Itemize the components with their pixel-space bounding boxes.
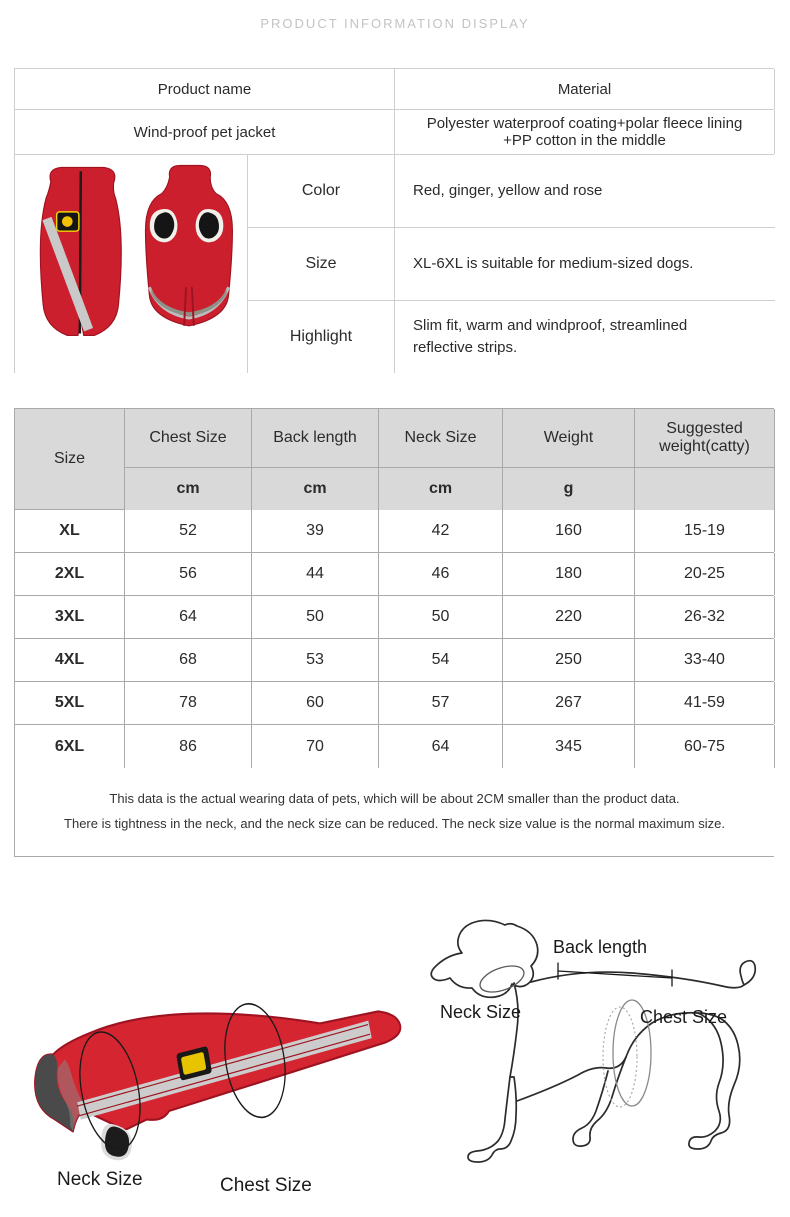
svg-text:Neck Size: Neck Size [57,1169,143,1190]
svg-text:Back length: Back length [553,937,647,957]
svg-text:Chest Size: Chest Size [220,1175,312,1195]
svg-text:Neck Size: Neck Size [440,1002,521,1022]
svg-text:Chest Size: Chest Size [640,1007,727,1027]
